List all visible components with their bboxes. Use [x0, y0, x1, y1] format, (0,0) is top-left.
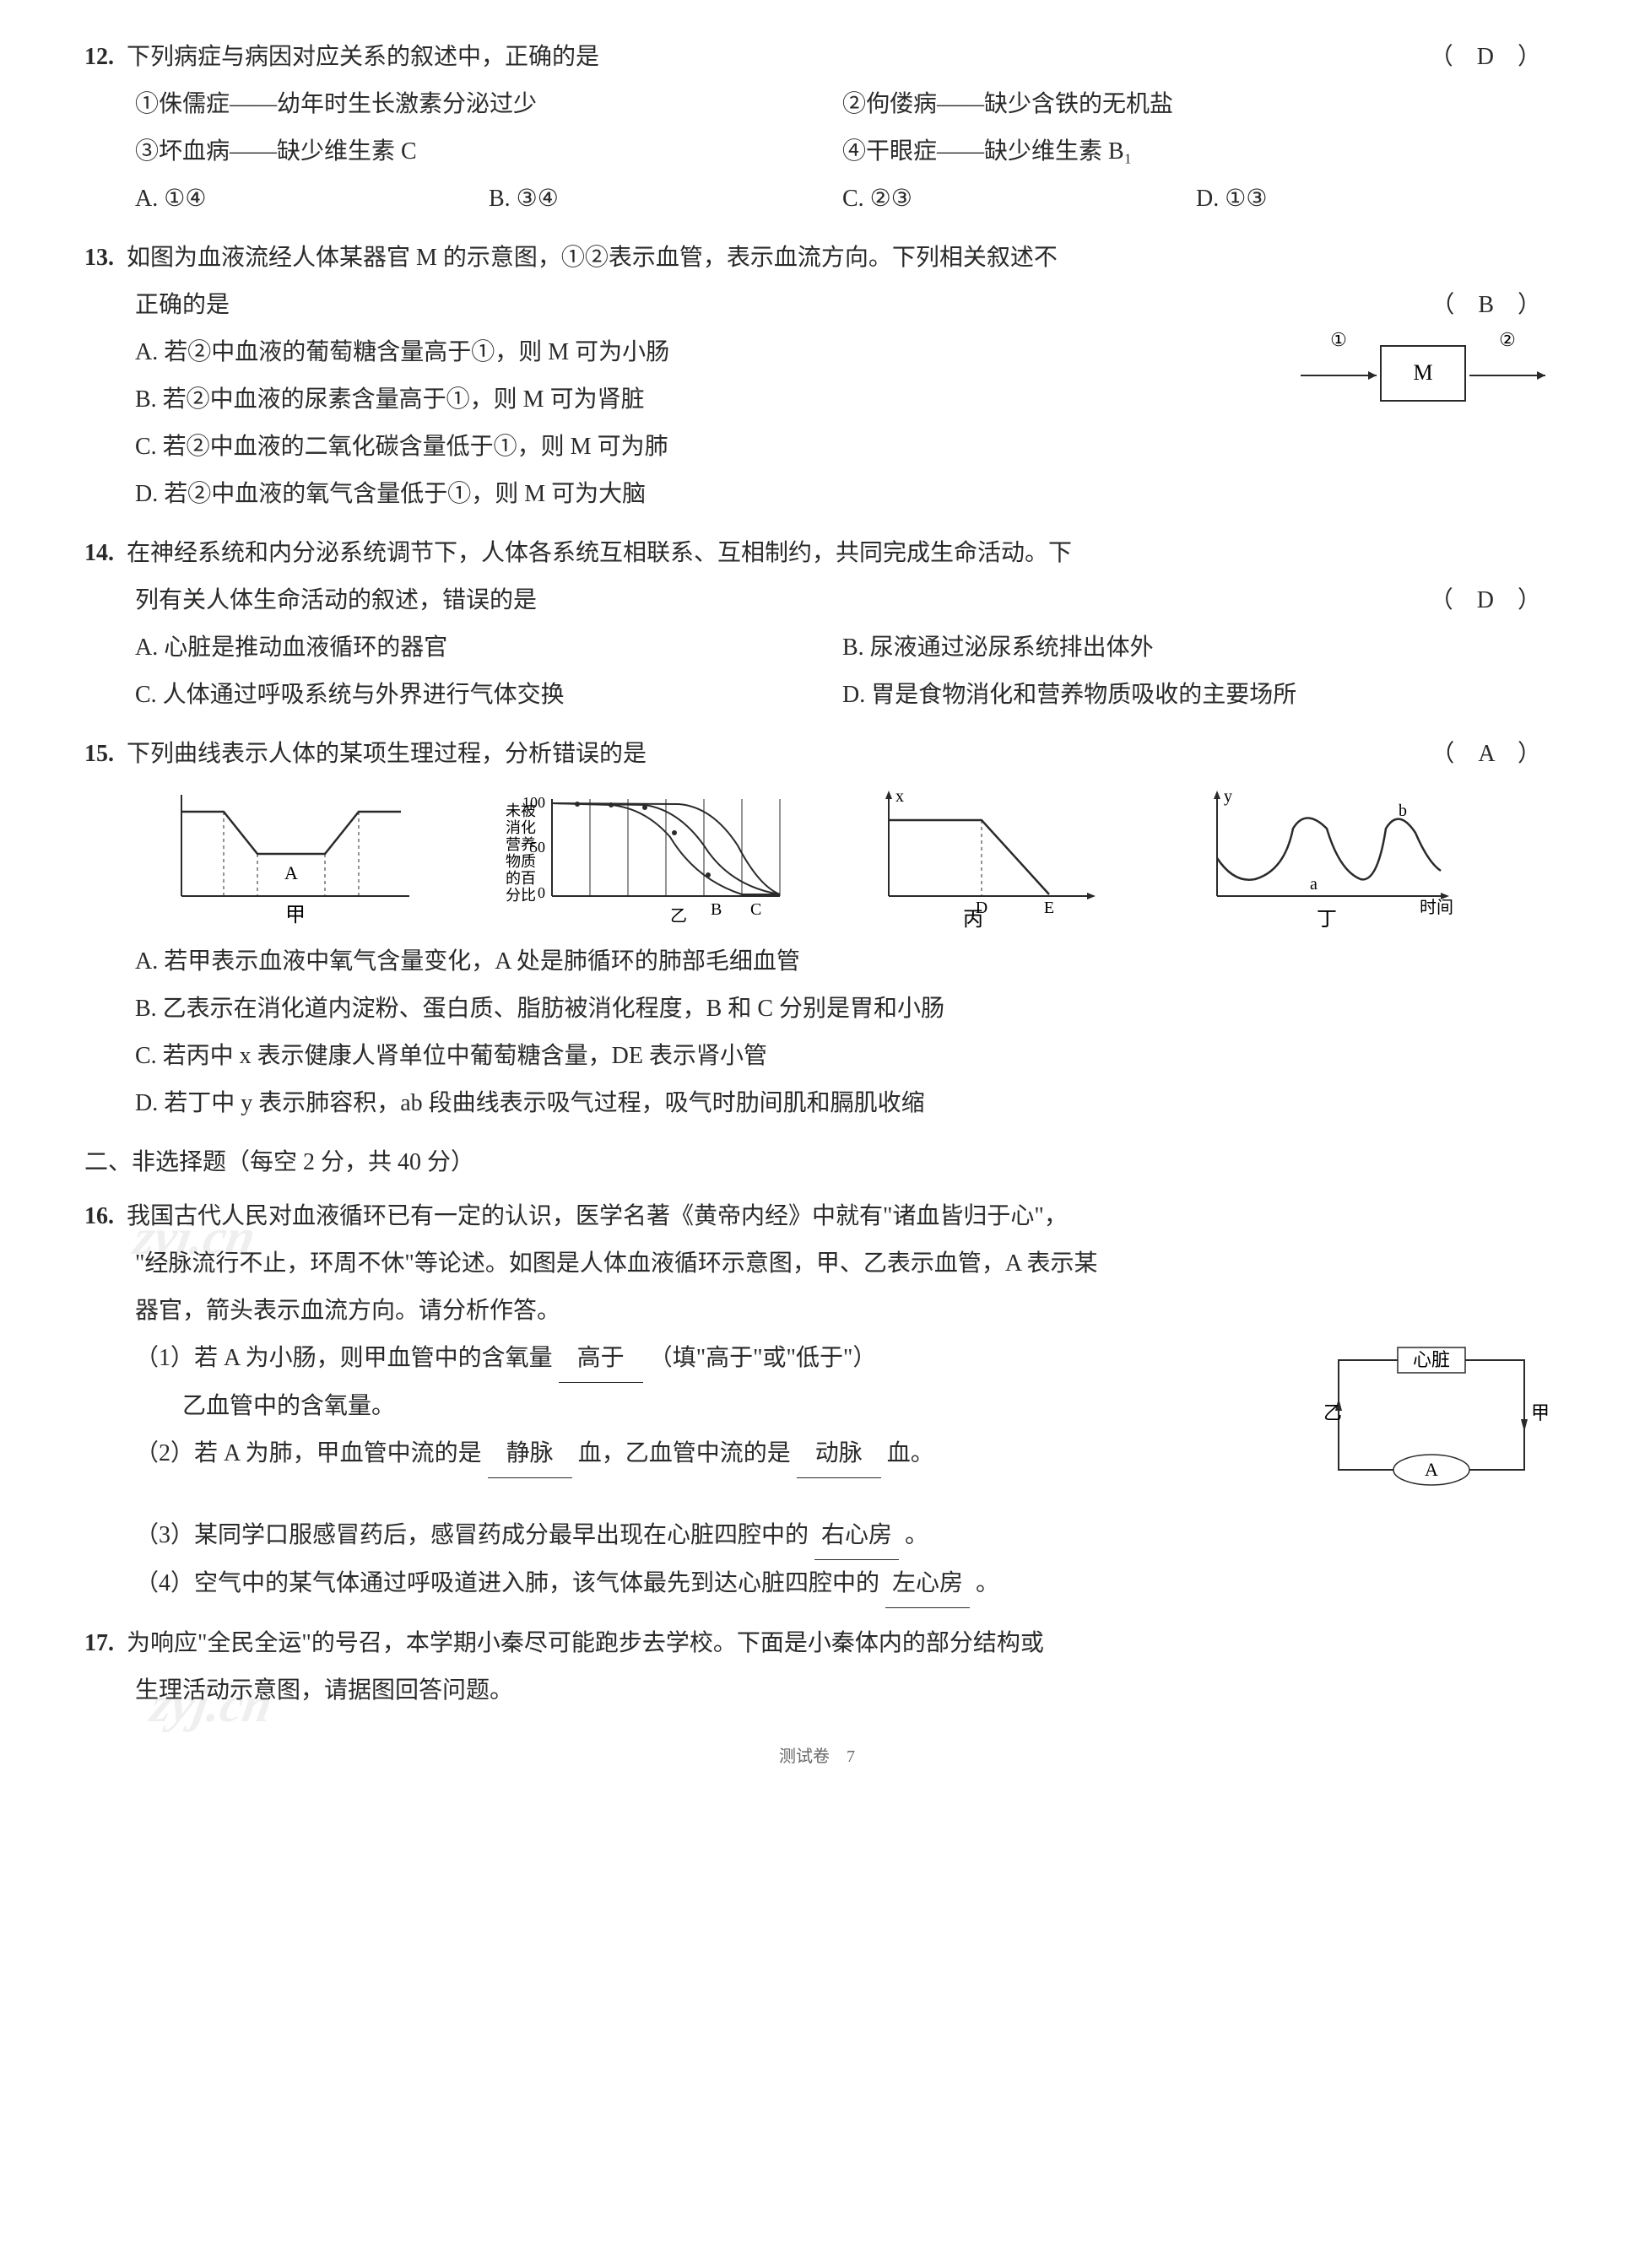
chart-bing: x D E 丙 [830, 786, 1150, 930]
q16-figure: 心脏 A 乙 甲 [1313, 1335, 1550, 1512]
q16-fig-top: 心脏 [1413, 1349, 1450, 1370]
q15-charts: A 甲 未被 消化 营养 物质 的百 分比 100 50 0 [135, 786, 1499, 930]
q13-opt-d: D. 若②中血液的氧气含量低于①，则 M 可为大脑 [135, 471, 1550, 518]
q13-fig-label1: ① [1330, 329, 1347, 350]
chart-yi-label: 乙 [670, 907, 687, 926]
q14-opt-a: A. 心脏是推动血液循环的器官 [135, 624, 842, 672]
q15-opt-c: C. 若丙中 x 表示健康人肾单位中葡萄糖含量，DE 表示肾小管 [135, 1033, 1550, 1080]
q14-opt-b: B. 尿液通过泌尿系统排出体外 [842, 624, 1550, 672]
q14-opt-c: C. 人体通过呼吸系统与外界进行气体交换 [135, 672, 842, 719]
q13-figure: M ① ② [1296, 329, 1550, 430]
chart-jia-label: 甲 [285, 904, 306, 926]
q16-stem1: 我国古代人民对血液循环已有一定的认识，医学名著《黄帝内经》中就有"诸血皆归于心"… [127, 1193, 1550, 1240]
question-16: 16. 我国古代人民对血液循环已有一定的认识，医学名著《黄帝内经》中就有"诸血皆… [84, 1193, 1550, 1608]
svg-text:的百: 的百 [506, 870, 536, 887]
q12-opt-d: D. ①③ [1196, 176, 1550, 223]
svg-text:分比: 分比 [506, 887, 536, 904]
question-17: 17. 为响应"全民全运"的号召，本学期小秦尽可能跑步去学校。下面是小秦体内的部… [84, 1620, 1550, 1714]
chart-jia-A: A [284, 862, 298, 883]
q16-p2c: 血。 [887, 1440, 934, 1466]
q16-stem3: 器官，箭头表示血流方向。请分析作答。 [135, 1288, 1550, 1335]
svg-text:物质: 物质 [506, 853, 536, 870]
q16-p4a: （4）空气中的某气体通过呼吸道进入肺，该气体最先到达心脏四腔中的 [135, 1570, 879, 1596]
q14-stem2: 列有关人体生命活动的叙述，错误的是 [135, 587, 537, 613]
svg-text:b: b [1399, 802, 1407, 820]
q16-p2-blank1: 静脉 [488, 1430, 572, 1478]
q14-opt-d: D. 胃是食物消化和营养物质吸收的主要场所 [842, 672, 1550, 719]
chart-bing-label: 丙 [963, 909, 983, 930]
svg-text:a: a [1310, 875, 1317, 894]
q13-answer: （ B ） [1431, 282, 1541, 329]
q16-p2b: 血，乙血管中流的是 [578, 1440, 791, 1466]
q15-opt-a: A. 若甲表示血液中氧气含量变化，A 处是肺循环的肺部毛细血管 [135, 938, 1550, 986]
q16-fig-bottom: A [1425, 1459, 1438, 1480]
chart-ding-xlabel: 时间 [1420, 898, 1453, 917]
q15-answer: （ A ） [1431, 731, 1541, 778]
q12-num: 12. [84, 34, 127, 81]
chart-yi: 未被 消化 营养 物质 的百 分比 100 50 0 乙 B C [484, 786, 805, 930]
q16-num: 16. [84, 1193, 127, 1240]
q12-item-1: ①侏儒症——幼年时生长激素分泌过少 [135, 81, 842, 128]
q17-stem2: 生理活动示意图，请据图回答问题。 [135, 1667, 1550, 1714]
svg-text:50: 50 [530, 839, 545, 856]
svg-text:E: E [1043, 899, 1053, 917]
q12-answer: （ D ） [1430, 34, 1541, 81]
q16-fig-left: 乙 [1323, 1402, 1342, 1423]
footer-page: 7 [847, 1747, 855, 1766]
question-12: 12. 下列病症与病因对应关系的叙述中，正确的是 （ D ） ①侏儒症——幼年时… [84, 34, 1550, 223]
page-footer: 测试卷 7 [84, 1740, 1550, 1774]
q12-opt-c: C. ②③ [842, 176, 1196, 223]
q13-num: 13. [84, 235, 127, 282]
question-14: 14. 在神经系统和内分泌系统调节下，人体各系统互相联系、互相制约，共同完成生命… [84, 530, 1550, 719]
q16-p3b: 。 [905, 1522, 928, 1548]
q14-stem: 在神经系统和内分泌系统调节下，人体各系统互相联系、互相制约，共同完成生命活动。下 [127, 530, 1550, 577]
question-13: 13. 如图为血液流经人体某器官 M 的示意图，①②表示血管，表示血流方向。下列… [84, 235, 1550, 518]
q17-stem1: 为响应"全民全运"的号召，本学期小秦尽可能跑步去学校。下面是小秦体内的部分结构或 [127, 1620, 1550, 1667]
q16-p1b: （填"高于"或"低于"） [649, 1345, 877, 1371]
chart-jia: A 甲 [139, 786, 460, 930]
q16-p1a: （1）若 A 为小肠，则甲血管中的含氧量 [135, 1345, 553, 1371]
q13-stem2: 正确的是 [135, 292, 230, 318]
chart-ding: y a b 时间 丁 [1175, 786, 1496, 930]
q16-p3a: （3）某同学口服感冒药后，感冒药成分最早出现在心脏四腔中的 [135, 1522, 809, 1548]
chart-ding-label: 丁 [1317, 909, 1337, 930]
svg-text:消化: 消化 [506, 819, 536, 836]
q13-stem: 如图为血液流经人体某器官 M 的示意图，①②表示血管，表示血流方向。下列相关叙述… [127, 235, 1550, 282]
q16-p3-blank: 右心房 [814, 1512, 899, 1560]
q14-num: 14. [84, 530, 127, 577]
q16-fig-right: 甲 [1531, 1402, 1550, 1423]
chart-bing-ylabel: x [895, 787, 904, 806]
chart-ding-ylabel: y [1224, 787, 1232, 806]
q15-stem: 下列曲线表示人体的某项生理过程，分析错误的是 [127, 731, 1550, 778]
q13-fig-label2: ② [1499, 329, 1516, 350]
svg-text:C: C [750, 900, 761, 919]
q16-p2a: （2）若 A 为肺，甲血管中流的是 [135, 1440, 482, 1466]
q13-opt-c: C. 若②中血液的二氧化碳含量低于①，则 M 可为肺 [135, 424, 1550, 471]
q15-opt-d: D. 若丁中 y 表示肺容积，ab 段曲线表示吸气过程，吸气时肋间肌和膈肌收缩 [135, 1080, 1550, 1127]
q16-stem2: "经脉流行不止，环周不休"等论述。如图是人体血液循环示意图，甲、乙表示血管，A … [135, 1240, 1550, 1288]
q17-num: 17. [84, 1620, 127, 1667]
svg-text:B: B [711, 900, 722, 919]
q16-p4-blank: 左心房 [885, 1560, 970, 1608]
footer-label: 测试卷 [779, 1747, 830, 1766]
q12-opt-b: B. ③④ [489, 176, 842, 223]
question-15: 15. 下列曲线表示人体的某项生理过程，分析错误的是 （ A ） A 甲 未被 … [84, 731, 1550, 1127]
q12-item-2: ②佝偻病——缺少含铁的无机盐 [842, 81, 1550, 128]
svg-text:0: 0 [538, 884, 545, 901]
q12-item-4: ④干眼症——缺少维生素 B₁ [842, 128, 1550, 176]
q14-answer: （ D ） [1430, 577, 1541, 624]
q16-p4b: 。 [976, 1570, 999, 1596]
q12-opt-a: A. ①④ [135, 176, 489, 223]
svg-text:100: 100 [522, 794, 545, 811]
q12-stem: 下列病症与病因对应关系的叙述中，正确的是 [127, 34, 1550, 81]
q12-item-3: ③坏血病——缺少维生素 C [135, 128, 842, 176]
q16-p2-blank2: 动脉 [797, 1430, 881, 1478]
q15-num: 15. [84, 731, 127, 778]
q16-p1-blank: 高于 [559, 1335, 643, 1383]
q15-opt-b: B. 乙表示在消化道内淀粉、蛋白质、脂肪被消化程度，B 和 C 分别是胃和小肠 [135, 986, 1550, 1033]
q13-fig-m: M [1413, 360, 1432, 385]
section-2-title: 二、非选择题（每空 2 分，共 40 分） [84, 1139, 1550, 1186]
